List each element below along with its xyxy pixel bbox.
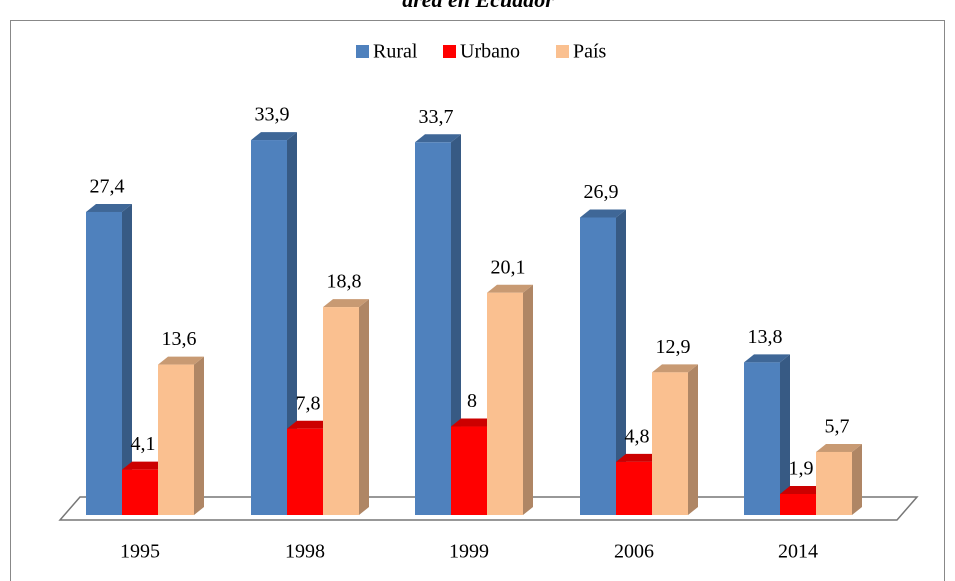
- data-label: 1,9: [789, 458, 814, 480]
- bar: [487, 284, 533, 515]
- chart-title: área en Ecuador: [402, 0, 554, 12]
- x-tick-label: 1999: [449, 541, 489, 563]
- data-label: 4,8: [625, 426, 650, 448]
- legend-swatch: [356, 45, 369, 58]
- x-tick-label: 1998: [285, 541, 325, 563]
- legend-swatch: [556, 45, 569, 58]
- data-label: 8: [467, 390, 477, 412]
- legend-label: País: [573, 41, 607, 63]
- data-label: 5,7: [825, 416, 850, 438]
- x-tick-label: 1995: [120, 541, 160, 563]
- bar: [86, 203, 132, 515]
- data-label: 18,8: [327, 271, 362, 293]
- legend-label: Urbano: [460, 41, 520, 63]
- bar: [580, 209, 626, 515]
- data-label: 4,1: [131, 433, 156, 455]
- x-tick-label: 2006: [614, 541, 654, 563]
- data-label: 13,6: [162, 328, 197, 350]
- data-label: 20,1: [491, 256, 526, 278]
- bar: [744, 354, 790, 515]
- bar: [816, 443, 862, 515]
- data-label: 27,4: [90, 176, 125, 198]
- bar: [158, 356, 204, 515]
- x-tick-label: 2014: [778, 541, 818, 563]
- plot-border: [10, 20, 945, 581]
- data-label: 12,9: [656, 336, 691, 358]
- data-label: 7,8: [296, 392, 321, 414]
- bar: [323, 299, 369, 515]
- data-label: 33,7: [419, 106, 454, 128]
- bar: [251, 132, 297, 516]
- data-label: 26,9: [584, 181, 619, 203]
- data-label: 33,9: [255, 104, 290, 126]
- bar: [652, 364, 698, 515]
- data-label: 13,8: [748, 326, 783, 348]
- bar: [415, 134, 461, 515]
- legend-swatch: [443, 45, 456, 58]
- legend-label: Rural: [373, 41, 418, 63]
